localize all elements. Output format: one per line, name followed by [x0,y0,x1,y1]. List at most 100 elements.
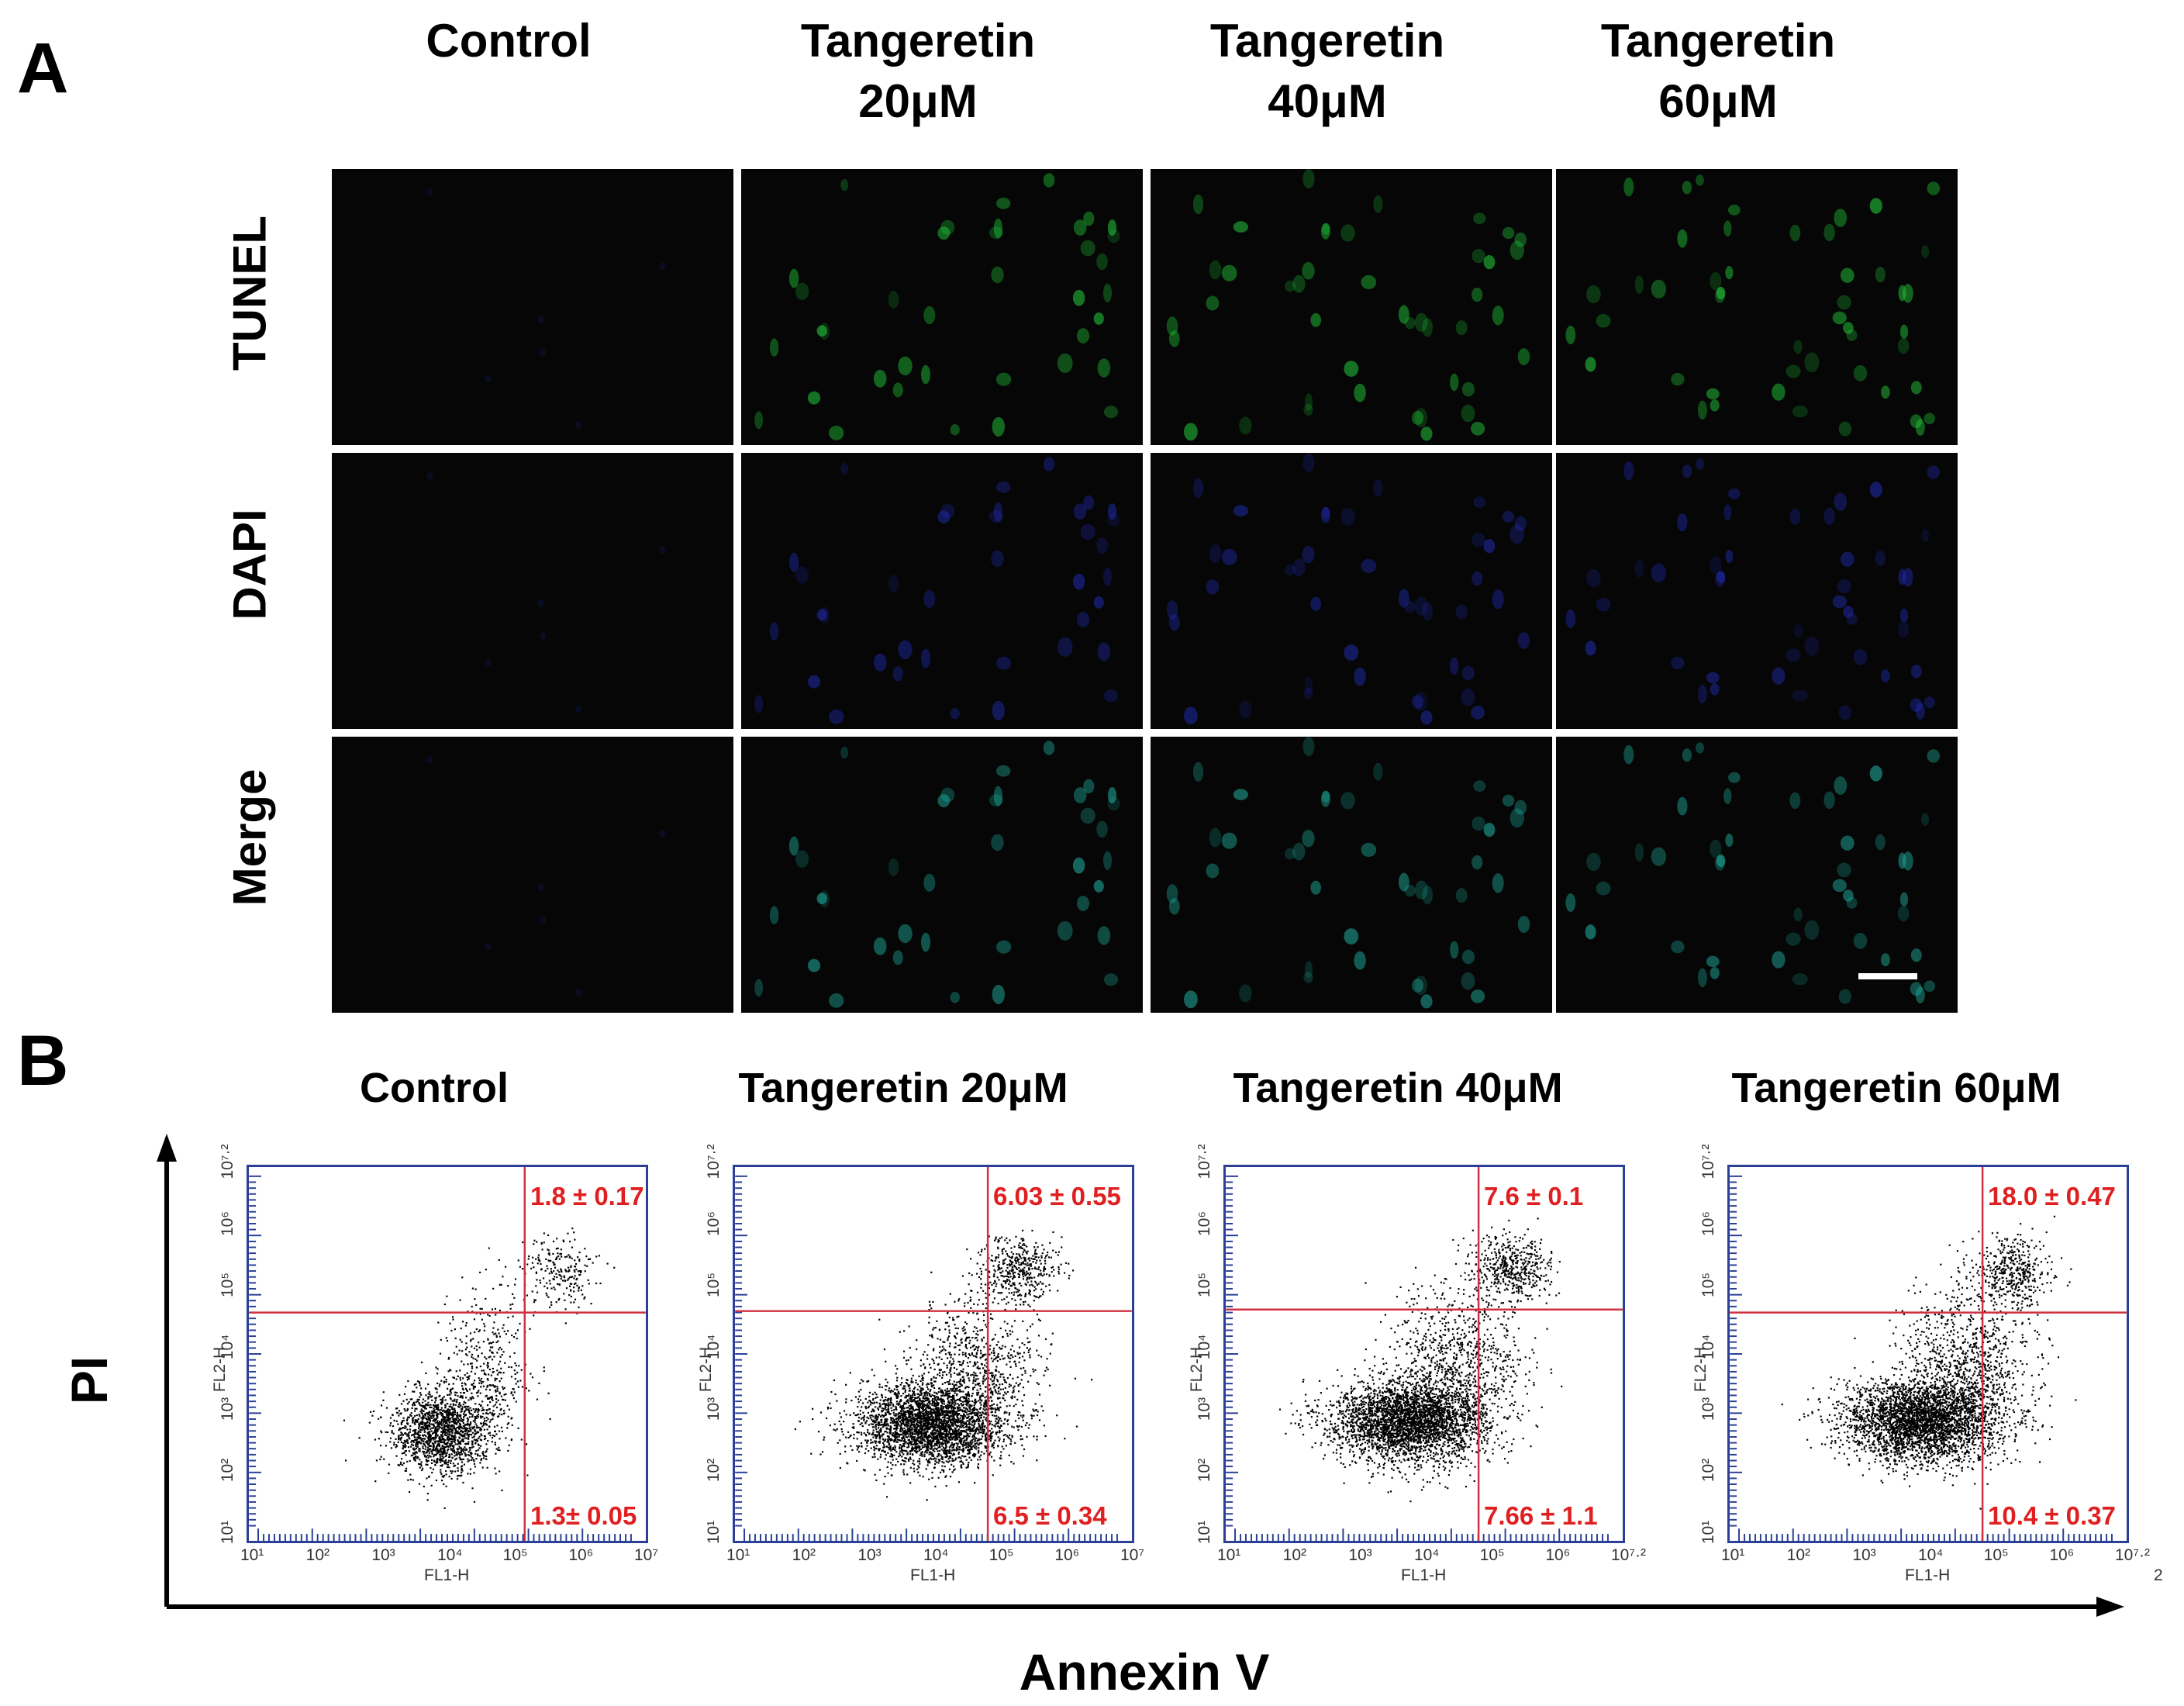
event-dot [938,1398,940,1401]
event-dot [516,1371,519,1374]
event-dot [895,1373,897,1375]
cell-nucleus [992,416,1005,437]
event-dot [423,1417,426,1419]
event-dot [1051,1266,1053,1269]
event-dot [476,1366,478,1369]
event-dot [912,1374,914,1376]
event-dot [426,1426,429,1428]
event-dot [436,1411,438,1414]
event-dot [428,1422,431,1425]
event-dot [440,1441,442,1443]
event-dot [410,1441,412,1443]
event-dot [528,1390,530,1392]
event-dot [555,1273,557,1275]
event-dot [909,1407,913,1410]
event-dot [392,1414,394,1416]
event-dot [985,1417,988,1419]
event-dot [499,1360,502,1362]
event-dot [468,1454,471,1456]
event-dot [989,1405,992,1407]
event-dot [460,1414,462,1417]
event-dot [439,1421,441,1423]
cell-nucleus [1924,413,1936,425]
event-dot [443,1442,446,1445]
event-dot [1011,1297,1013,1300]
event-dot [440,1441,443,1444]
event-dot [1026,1329,1029,1331]
event-dot [472,1397,474,1400]
event-dot [850,1445,852,1447]
event-dot [415,1429,417,1431]
event-dot [875,1434,877,1436]
event-dot [470,1434,473,1436]
event-dot [415,1447,418,1449]
event-dot [935,1442,937,1445]
event-dot [984,1409,986,1411]
cell-nucleus [1168,898,1180,915]
event-dot [423,1431,426,1433]
event-dot [955,1381,958,1383]
event-dot [950,1364,953,1366]
event-dot [1024,1300,1026,1303]
cell-nucleus [485,375,492,383]
event-dot [468,1430,471,1433]
cell-nucleus [1502,510,1515,523]
event-dot [899,1383,902,1386]
event-dot [568,1256,571,1259]
event-dot [447,1430,449,1433]
event-dot [430,1404,432,1406]
event-dot [409,1428,412,1431]
event-dot [1037,1318,1040,1321]
event-dot [1006,1252,1009,1255]
event-dot [402,1447,404,1450]
cell-nucleus [1716,570,1726,584]
cell-nucleus [1789,224,1801,242]
event-dot [574,1259,576,1262]
event-dot [402,1419,405,1422]
event-dot [399,1427,401,1429]
event-dot [468,1377,470,1380]
event-dot [557,1255,560,1258]
event-dot [494,1442,496,1444]
event-dot [498,1415,500,1418]
event-dot [471,1355,473,1358]
event-dot [447,1420,450,1422]
event-dot [478,1330,480,1333]
event-dot [468,1409,471,1412]
column-title-control: Control [332,11,685,71]
cell-nucleus [1910,665,1922,679]
event-dot [899,1406,902,1408]
event-dot [502,1398,504,1401]
event-dot [964,1407,967,1409]
event-dot [422,1401,424,1404]
event-dot [430,1417,433,1419]
event-dot [919,1430,922,1432]
cell-nucleus [1634,843,1644,862]
event-dot [447,1403,449,1405]
event-dot [536,1279,538,1281]
event-dot [433,1411,436,1414]
x-tick-label: 10² [305,1546,330,1564]
cell-nucleus [807,958,821,972]
event-dot [448,1466,450,1469]
event-dot [928,1363,931,1366]
cell-nucleus [575,421,582,430]
cell-nucleus [1320,223,1330,240]
event-dot [411,1434,413,1437]
event-dot [491,1414,493,1416]
event-dot [951,1428,953,1431]
event-dot [959,1437,961,1439]
event-dot [968,1397,970,1400]
event-dot [947,1410,949,1412]
event-dot [381,1431,383,1434]
event-dot [454,1439,456,1442]
event-dot [965,1459,968,1461]
event-dot [412,1420,414,1422]
event-dot [435,1366,437,1369]
cell-nucleus [1897,338,1910,354]
cell-nucleus [1728,772,1741,783]
event-dot [435,1397,437,1399]
cell-nucleus [1239,700,1252,719]
event-dot [510,1392,512,1394]
event-dot [416,1441,418,1443]
